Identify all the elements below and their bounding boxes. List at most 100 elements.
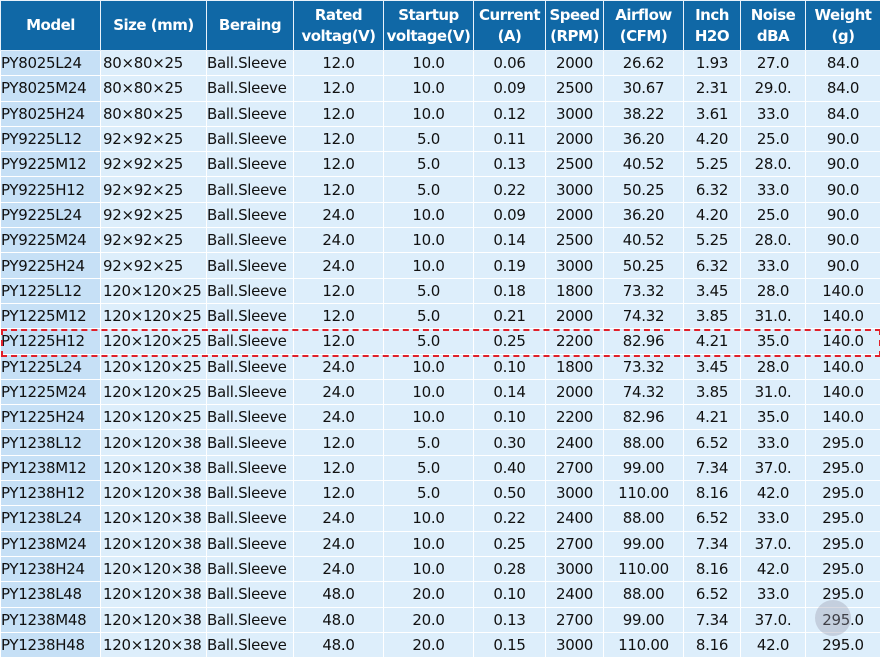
cell-startup-voltage[interactable]: 20.0 <box>383 606 474 633</box>
cell-airflow[interactable]: 88.00 <box>603 581 684 608</box>
cell-noise[interactable]: 33.0 <box>740 429 806 456</box>
cell-noise[interactable]: 33.0 <box>740 176 806 203</box>
cell-inch-h2o[interactable]: 6.52 <box>683 505 741 532</box>
cell-weight[interactable]: 295.0 <box>805 606 880 633</box>
cell-inch-h2o[interactable]: 3.61 <box>683 100 741 127</box>
cell-bearing[interactable]: Ball.Sleeve <box>206 404 294 431</box>
cell-inch-h2o[interactable]: 1.93 <box>683 49 741 77</box>
cell-inch-h2o[interactable]: 7.34 <box>683 454 741 482</box>
table-row[interactable]: PY1225M12 120×120×25 Ball.Sleeve 12.0 5.0 0.2… <box>0 302 880 330</box>
cell-bearing[interactable]: Ball.Sleeve <box>206 328 294 355</box>
cell-weight[interactable]: 295.0 <box>805 631 880 659</box>
table-row[interactable]: PY9225H12 92×92×25 Ball.Sleeve 12.0 5.0 0.22 3… <box>0 176 880 203</box>
cell-current[interactable]: 0.22 <box>473 176 546 203</box>
table-row[interactable]: PY8025L24 80×80×25 Ball.Sleeve 12.0 10.0 0.06… <box>0 49 880 77</box>
cell-current[interactable]: 0.30 <box>473 429 546 456</box>
cell-speed[interactable]: 3000 <box>545 555 604 583</box>
cell-bearing[interactable]: Ball.Sleeve <box>206 277 294 304</box>
cell-model[interactable]: PY9225H12 <box>0 176 101 203</box>
cell-speed[interactable]: 2400 <box>545 429 604 456</box>
cell-current[interactable]: 0.10 <box>473 581 546 608</box>
cell-startup-voltage[interactable]: 5.0 <box>383 454 474 482</box>
cell-model[interactable]: PY8025L24 <box>0 49 101 77</box>
cell-size[interactable]: 120×120×38 <box>100 530 207 557</box>
cell-model[interactable]: PY9225L24 <box>0 201 101 229</box>
cell-size[interactable]: 80×80×25 <box>100 75 207 102</box>
cell-speed[interactable]: 2000 <box>545 49 604 77</box>
cell-rated-voltage[interactable]: 12.0 <box>293 480 384 507</box>
cell-rated-voltage[interactable]: 12.0 <box>293 454 384 482</box>
table-row[interactable]: PY1238M12 120×120×38 Ball.Sleeve 12.0 5.0 0.4… <box>0 454 880 482</box>
cell-airflow[interactable]: 110.00 <box>603 631 684 659</box>
header-size[interactable]: Size (mm) <box>100 0 207 51</box>
cell-startup-voltage[interactable]: 10.0 <box>383 505 474 532</box>
cell-speed[interactable]: 2700 <box>545 454 604 482</box>
cell-noise[interactable]: 42.0 <box>740 555 806 583</box>
table-row[interactable]: PY1238L48 120×120×38 Ball.Sleeve 48.0 20.0 0.… <box>0 581 880 608</box>
table-row[interactable]: PY8025H24 80×80×25 Ball.Sleeve 12.0 10.0 0.12… <box>0 100 880 127</box>
cell-weight[interactable]: 140.0 <box>805 277 880 304</box>
cell-inch-h2o[interactable]: 4.21 <box>683 328 741 355</box>
cell-bearing[interactable]: Ball.Sleeve <box>206 429 294 456</box>
cell-startup-voltage[interactable]: 10.0 <box>383 227 474 254</box>
cell-startup-voltage[interactable]: 10.0 <box>383 100 474 127</box>
table-row[interactable]: PY1225L12 120×120×25 Ball.Sleeve 12.0 5.0 0.1… <box>0 277 880 304</box>
cell-rated-voltage[interactable]: 24.0 <box>293 530 384 557</box>
table-row[interactable]: PY1238M48 120×120×38 Ball.Sleeve 48.0 20.0 0.… <box>0 606 880 633</box>
cell-rated-voltage[interactable]: 24.0 <box>293 378 384 406</box>
cell-inch-h2o[interactable]: 8.16 <box>683 631 741 659</box>
cell-weight[interactable]: 295.0 <box>805 581 880 608</box>
cell-weight[interactable]: 295.0 <box>805 505 880 532</box>
table-row[interactable]: PY8025M24 80×80×25 Ball.Sleeve 12.0 10.0 0.09… <box>0 75 880 102</box>
cell-speed[interactable]: 3000 <box>545 100 604 127</box>
cell-size[interactable]: 92×92×25 <box>100 227 207 254</box>
cell-speed[interactable]: 2400 <box>545 505 604 532</box>
cell-speed[interactable]: 1800 <box>545 353 604 380</box>
cell-current[interactable]: 0.10 <box>473 353 546 380</box>
cell-inch-h2o[interactable]: 6.52 <box>683 429 741 456</box>
cell-weight[interactable]: 295.0 <box>805 480 880 507</box>
cell-model[interactable]: PY1225M12 <box>0 302 101 330</box>
cell-current[interactable]: 0.09 <box>473 75 546 102</box>
cell-model[interactable]: PY1238H24 <box>0 555 101 583</box>
cell-size[interactable]: 120×120×38 <box>100 454 207 482</box>
cell-noise[interactable]: 28.0. <box>740 151 806 178</box>
cell-noise[interactable]: 31.0. <box>740 378 806 406</box>
cell-inch-h2o[interactable]: 3.85 <box>683 378 741 406</box>
cell-current[interactable]: 0.12 <box>473 100 546 127</box>
cell-size[interactable]: 80×80×25 <box>100 49 207 77</box>
cell-inch-h2o[interactable]: 8.16 <box>683 555 741 583</box>
cell-model[interactable]: PY9225L12 <box>0 125 101 153</box>
cell-size[interactable]: 120×120×38 <box>100 581 207 608</box>
cell-current[interactable]: 0.13 <box>473 606 546 633</box>
cell-bearing[interactable]: Ball.Sleeve <box>206 454 294 482</box>
cell-noise[interactable]: 28.0 <box>740 353 806 380</box>
cell-model[interactable]: PY1225H12 <box>0 328 101 355</box>
cell-inch-h2o[interactable]: 4.21 <box>683 404 741 431</box>
cell-inch-h2o[interactable]: 6.52 <box>683 581 741 608</box>
cell-noise[interactable]: 37.0. <box>740 606 806 633</box>
cell-airflow[interactable]: 40.52 <box>603 227 684 254</box>
cell-speed[interactable]: 2700 <box>545 606 604 633</box>
cell-rated-voltage[interactable]: 24.0 <box>293 505 384 532</box>
header-rated-voltage[interactable]: Rated voltag(V) <box>293 0 384 51</box>
cell-bearing[interactable]: Ball.Sleeve <box>206 176 294 203</box>
table-row[interactable]: PY9225M12 92×92×25 Ball.Sleeve 12.0 5.0 0.13 2… <box>0 151 880 178</box>
cell-weight[interactable]: 84.0 <box>805 75 880 102</box>
cell-inch-h2o[interactable]: 3.85 <box>683 302 741 330</box>
cell-weight[interactable]: 295.0 <box>805 530 880 557</box>
cell-size[interactable]: 120×120×25 <box>100 302 207 330</box>
cell-airflow[interactable]: 40.52 <box>603 151 684 178</box>
cell-rated-voltage[interactable]: 24.0 <box>293 555 384 583</box>
cell-size[interactable]: 120×120×38 <box>100 631 207 659</box>
cell-weight[interactable]: 295.0 <box>805 555 880 583</box>
cell-speed[interactable]: 2000 <box>545 125 604 153</box>
cell-model[interactable]: PY1238H12 <box>0 480 101 507</box>
cell-model[interactable]: PY9225H24 <box>0 252 101 279</box>
cell-weight[interactable]: 140.0 <box>805 328 880 355</box>
cell-airflow[interactable]: 110.00 <box>603 480 684 507</box>
cell-weight[interactable]: 90.0 <box>805 227 880 254</box>
cell-speed[interactable]: 2200 <box>545 404 604 431</box>
cell-inch-h2o[interactable]: 8.16 <box>683 480 741 507</box>
cell-model[interactable]: PY1238L24 <box>0 505 101 532</box>
